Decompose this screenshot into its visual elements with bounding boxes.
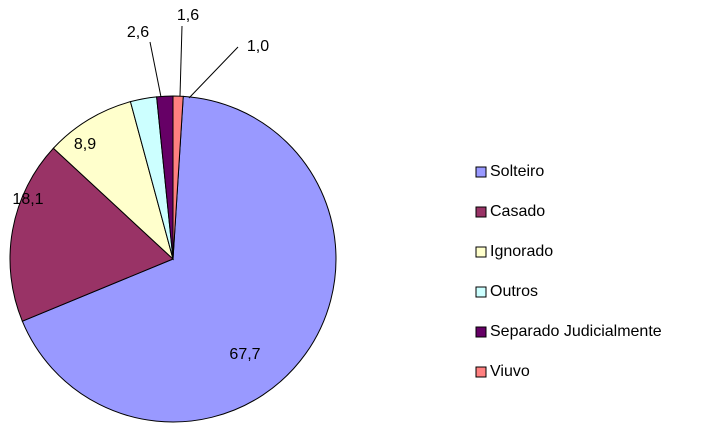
pie-slice (52, 101, 174, 261)
legend-label: Casado (490, 203, 545, 220)
pie-slice (21, 95, 337, 423)
data-label: 18,1 (12, 191, 43, 208)
pie-slice (9, 147, 174, 322)
pie-slice (172, 95, 184, 260)
legend-label: Viuvo (490, 363, 530, 380)
legend-label: Separado Judicialmente (490, 323, 662, 340)
data-label: 1,6 (177, 7, 199, 24)
data-label: 2,6 (127, 24, 149, 41)
legend-label: Solteiro (490, 163, 544, 180)
legend-swatch (475, 206, 487, 218)
leader-line (188, 46, 239, 99)
data-label: 67,7 (229, 346, 260, 363)
legend-swatch (475, 286, 487, 298)
legend-label: Outros (490, 283, 538, 300)
legend-swatch (475, 326, 487, 338)
legend-swatch (475, 166, 487, 178)
legend-swatch (475, 366, 487, 378)
legend-swatch (475, 246, 487, 258)
legend-label: Ignorado (490, 243, 553, 260)
leader-line (149, 41, 162, 98)
leader-line (179, 25, 183, 97)
data-label: 1,0 (247, 38, 269, 55)
data-label: 8,9 (74, 136, 96, 153)
